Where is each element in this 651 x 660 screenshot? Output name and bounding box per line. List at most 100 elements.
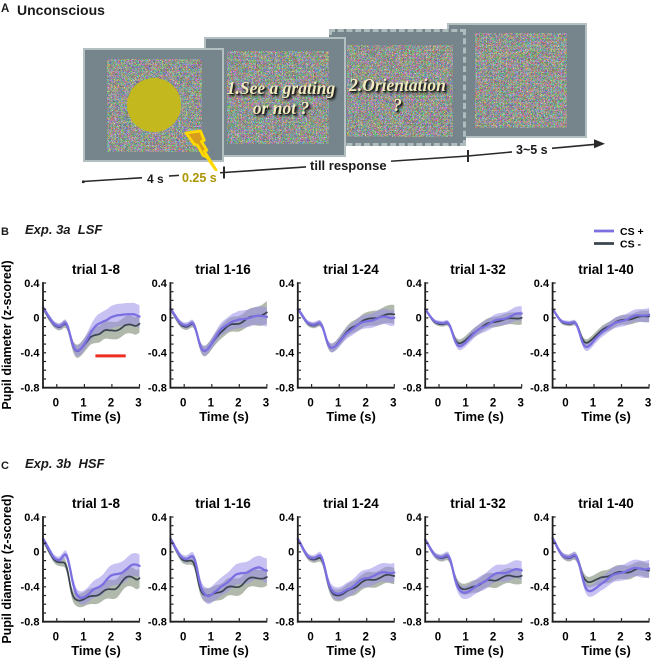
svg-text:-0.8: -0.8: [21, 617, 40, 629]
svg-text:0: 0: [53, 632, 59, 644]
svg-text:1: 1: [335, 632, 342, 644]
svg-text:-0.8: -0.8: [148, 383, 167, 395]
svg-text:trial 1-32: trial 1-32: [450, 262, 506, 277]
svg-text:-0.8: -0.8: [275, 617, 294, 629]
svg-text:0.4: 0.4: [152, 278, 168, 290]
svg-text:0: 0: [416, 313, 422, 325]
svg-text:0: 0: [307, 398, 313, 410]
svg-text:trial 1-24: trial 1-24: [323, 262, 379, 277]
svg-text:Time (s): Time (s): [454, 409, 504, 424]
svg-text:0: 0: [161, 313, 167, 325]
svg-text:0: 0: [543, 313, 549, 325]
svg-text:Time (s): Time (s): [199, 409, 249, 424]
svg-text:trial 1-24: trial 1-24: [323, 496, 379, 511]
svg-text:1: 1: [462, 398, 469, 410]
svg-text:-0.8: -0.8: [403, 617, 422, 629]
svg-text:2: 2: [362, 632, 368, 644]
svg-text:-0.4: -0.4: [148, 348, 168, 360]
svg-text:0.4: 0.4: [406, 512, 422, 524]
svg-text:0.4: 0.4: [24, 278, 40, 290]
svg-text:Time (s): Time (s): [326, 409, 376, 424]
svg-text:Time (s): Time (s): [326, 643, 376, 658]
svg-text:Time (s): Time (s): [199, 643, 249, 658]
svg-text:2: 2: [235, 398, 241, 410]
svg-text:0.4: 0.4: [279, 278, 295, 290]
svg-text:Time (s): Time (s): [581, 409, 631, 424]
svg-text:3: 3: [390, 398, 396, 410]
svg-text:3: 3: [390, 632, 396, 644]
svg-text:trial 1-8: trial 1-8: [72, 262, 121, 277]
svg-text:Time (s): Time (s): [454, 643, 504, 658]
svg-text:2: 2: [490, 632, 496, 644]
svg-text:3: 3: [517, 398, 523, 410]
svg-text:0: 0: [288, 313, 294, 325]
svg-text:0: 0: [435, 632, 441, 644]
svg-text:-0.4: -0.4: [275, 348, 295, 360]
svg-text:trial 1-40: trial 1-40: [578, 262, 634, 277]
svg-text:0: 0: [180, 632, 186, 644]
svg-text:1: 1: [208, 632, 215, 644]
svg-text:-0.4: -0.4: [148, 582, 168, 594]
svg-text:-0.8: -0.8: [530, 617, 549, 629]
svg-text:0: 0: [180, 398, 186, 410]
svg-text:-0.4: -0.4: [403, 582, 423, 594]
svg-text:1: 1: [80, 398, 87, 410]
svg-text:0.4: 0.4: [534, 512, 550, 524]
svg-text:3: 3: [135, 398, 141, 410]
svg-text:1: 1: [590, 632, 597, 644]
svg-text:2: 2: [490, 398, 496, 410]
svg-text:0.4: 0.4: [152, 512, 168, 524]
svg-text:2: 2: [108, 398, 114, 410]
svg-text:Time (s): Time (s): [71, 643, 121, 658]
svg-text:trial 1-32: trial 1-32: [450, 496, 506, 511]
svg-text:0.4: 0.4: [279, 512, 295, 524]
svg-text:-0.4: -0.4: [275, 582, 295, 594]
svg-text:-0.4: -0.4: [530, 582, 550, 594]
svg-text:Time (s): Time (s): [581, 643, 631, 658]
svg-text:0.4: 0.4: [534, 278, 550, 290]
svg-text:1: 1: [208, 398, 215, 410]
svg-text:trial 1-8: trial 1-8: [72, 496, 121, 511]
svg-text:-0.8: -0.8: [275, 383, 294, 395]
svg-text:Time (s): Time (s): [71, 409, 121, 424]
svg-text:-0.8: -0.8: [148, 617, 167, 629]
svg-text:trial 1-16: trial 1-16: [195, 496, 251, 511]
svg-text:2: 2: [362, 398, 368, 410]
svg-text:-0.4: -0.4: [403, 348, 423, 360]
svg-text:-0.4: -0.4: [530, 348, 550, 360]
svg-text:2: 2: [617, 398, 623, 410]
svg-text:2: 2: [108, 632, 114, 644]
svg-text:1: 1: [335, 398, 342, 410]
svg-text:0: 0: [435, 398, 441, 410]
svg-text:0: 0: [307, 632, 313, 644]
svg-text:trial 1-16: trial 1-16: [195, 262, 251, 277]
svg-text:3: 3: [645, 398, 651, 410]
svg-text:0.4: 0.4: [406, 278, 422, 290]
svg-text:0: 0: [543, 547, 549, 559]
svg-text:3: 3: [135, 632, 141, 644]
svg-text:CS -: CS -: [620, 239, 642, 251]
svg-text:Pupil diameter (z-scored): Pupil diameter (z-scored): [0, 494, 14, 643]
svg-text:-0.8: -0.8: [21, 383, 40, 395]
svg-text:0: 0: [161, 547, 167, 559]
svg-text:-0.4: -0.4: [21, 582, 41, 594]
svg-text:1: 1: [462, 632, 469, 644]
svg-text:3: 3: [517, 632, 523, 644]
svg-text:0: 0: [53, 398, 59, 410]
svg-text:CS +: CS +: [620, 226, 644, 238]
svg-text:trial 1-40: trial 1-40: [578, 496, 634, 511]
svg-text:0: 0: [562, 632, 568, 644]
svg-text:1: 1: [590, 398, 597, 410]
svg-text:1: 1: [80, 632, 87, 644]
svg-text:3: 3: [263, 398, 269, 410]
svg-text:0: 0: [33, 313, 39, 325]
svg-text:0: 0: [416, 547, 422, 559]
svg-text:Pupil diameter (z-scored): Pupil diameter (z-scored): [0, 260, 14, 409]
svg-text:-0.8: -0.8: [403, 383, 422, 395]
svg-text:3: 3: [645, 632, 651, 644]
svg-text:2: 2: [617, 632, 623, 644]
svg-text:0.4: 0.4: [24, 512, 40, 524]
svg-text:0: 0: [288, 547, 294, 559]
svg-text:-0.8: -0.8: [530, 383, 549, 395]
svg-text:3: 3: [263, 632, 269, 644]
